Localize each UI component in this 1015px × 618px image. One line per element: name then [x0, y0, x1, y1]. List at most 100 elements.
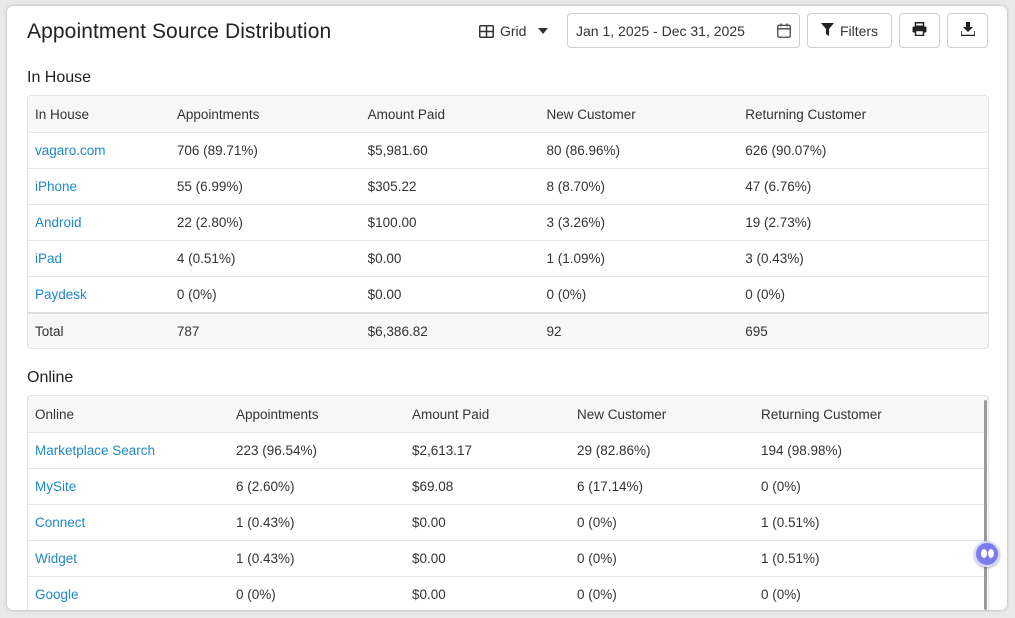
table-row: iPhone 55 (6.99%) $305.22 8 (8.70%) 47 (… [28, 168, 988, 204]
view-toggle[interactable]: Grid [479, 21, 549, 41]
total-label: Total [35, 323, 64, 339]
table-header-row: In House Appointments Amount Paid New Cu… [28, 96, 988, 132]
table-cell: 1 (0.43%) [236, 515, 295, 530]
table-cell: 47 (6.76%) [745, 179, 812, 194]
table-cell: $0.00 [367, 287, 402, 302]
filters-label: Filters [839, 22, 879, 39]
total-cell: $6,386.82 [367, 323, 428, 339]
source-link-paydesk[interactable]: Paydesk [35, 287, 87, 302]
table-cell: 55 (6.99%) [176, 179, 243, 194]
column-header: Returning Customer [761, 406, 882, 422]
calendar-icon[interactable] [777, 23, 791, 41]
source-link-vagaro[interactable]: vagaro.com [35, 143, 106, 158]
in-house-table: In House Appointments Amount Paid New Cu… [27, 95, 989, 349]
table-cell: 0 (0%) [577, 515, 617, 530]
download-icon [959, 22, 976, 39]
total-cell: 695 [745, 323, 768, 339]
table-row: Widget 1 (0.43%) $0.00 0 (0%) 1 (0.51%) [28, 540, 988, 576]
column-header: New Customer [546, 106, 636, 122]
table-total-row: Total 787 $6,386.82 92 695 [28, 312, 988, 348]
source-link-iphone[interactable]: iPhone [35, 179, 78, 194]
table-cell: $0.00 [412, 587, 446, 602]
table-cell: 223 (96.54%) [236, 443, 318, 458]
page-title: Appointment Source Distribution [27, 20, 332, 43]
caret-down-icon [538, 28, 549, 34]
source-link-widget[interactable]: Widget [35, 551, 78, 566]
view-label: Grid [500, 23, 527, 39]
column-header: Amount Paid [367, 106, 445, 122]
column-header: Appointments [176, 106, 260, 122]
online-section-title: Online [27, 369, 74, 386]
printer-icon [912, 22, 927, 39]
table-cell: 3 (3.26%) [546, 215, 605, 230]
date-range-value: Jan 1, 2025 - Dec 31, 2025 [576, 22, 745, 39]
table-cell: $5,981.60 [367, 143, 428, 158]
online-table: Online Appointments Amount Paid New Cust… [27, 395, 989, 610]
table-cell: 0 (0%) [745, 287, 786, 302]
table-cell: 0 (0%) [236, 587, 276, 602]
table-cell: 29 (82.86%) [577, 443, 651, 458]
source-link-connect[interactable]: Connect [35, 515, 86, 530]
table-cell: 1 (0.43%) [236, 551, 295, 566]
date-range-picker[interactable]: Jan 1, 2025 - Dec 31, 2025 [567, 13, 800, 48]
table-row: Google 0 (0%) $0.00 0 (0%) 0 (0%) [28, 576, 988, 610]
total-cell: 92 [546, 323, 562, 339]
table-cell: $2,613.17 [412, 443, 473, 458]
print-button[interactable] [899, 13, 940, 48]
table-cell: 1 (1.09%) [546, 251, 605, 266]
table-header-row: Online Appointments Amount Paid New Cust… [28, 396, 988, 432]
table-cell: 706 (89.71%) [176, 143, 258, 158]
table-cell: $69.08 [412, 479, 454, 494]
table-cell: 0 (0%) [546, 287, 587, 302]
vertical-scrollbar[interactable] [984, 400, 987, 610]
table-cell: 194 (98.98%) [761, 443, 843, 458]
column-header: Returning Customer [745, 106, 867, 122]
source-link-mysite[interactable]: MySite [35, 479, 77, 494]
table-cell: 6 (17.14%) [577, 479, 644, 494]
filters-button[interactable]: Filters [807, 13, 892, 48]
source-link-android[interactable]: Android [35, 215, 82, 230]
table-row: Connect 1 (0.43%) $0.00 0 (0%) 1 (0.51%) [28, 504, 988, 540]
table-cell: 626 (90.07%) [745, 143, 827, 158]
table-cell: 19 (2.73%) [745, 215, 812, 230]
table-cell: 22 (2.80%) [176, 215, 243, 230]
table-cell: 1 (0.51%) [761, 515, 820, 530]
download-button[interactable] [947, 13, 988, 48]
table-cell: $305.22 [367, 179, 417, 194]
table-cell: 0 (0%) [577, 551, 617, 566]
source-link-google[interactable]: Google [35, 587, 79, 602]
chat-assistant-icon[interactable] [974, 541, 1000, 567]
table-row: vagaro.com 706 (89.71%) $5,981.60 80 (86… [28, 132, 988, 168]
table-cell: $100.00 [367, 215, 417, 230]
table-cell: $0.00 [367, 251, 402, 266]
table-cell: 8 (8.70%) [546, 179, 605, 194]
report-card: Appointment Source Distribution Grid Jan… [7, 6, 1007, 610]
table-row: iPad 4 (0.51%) $0.00 1 (1.09%) 3 (0.43%) [28, 240, 988, 276]
table-cell: 4 (0.51%) [176, 251, 236, 266]
column-header: Amount Paid [412, 406, 490, 422]
filter-icon [820, 22, 834, 39]
table-cell: $0.00 [412, 515, 446, 530]
table-cell: 80 (86.96%) [546, 143, 621, 158]
column-header: Appointments [236, 406, 319, 422]
source-link-ipad[interactable]: iPad [35, 251, 63, 266]
table-cell: 6 (2.60%) [236, 479, 295, 494]
table-cell: $0.00 [412, 551, 446, 566]
total-cell: 787 [176, 323, 200, 339]
table-cell: 0 (0%) [577, 587, 617, 602]
table-cell: 1 (0.51%) [761, 551, 820, 566]
column-header: In House [35, 106, 90, 122]
table-row: Paydesk 0 (0%) $0.00 0 (0%) 0 (0%) [28, 276, 988, 312]
column-header: Online [35, 406, 75, 422]
table-cell: 0 (0%) [176, 287, 217, 302]
in-house-section-title: In House [27, 69, 92, 86]
source-link-marketplace-search[interactable]: Marketplace Search [35, 443, 156, 458]
grid-icon [479, 24, 494, 38]
table-cell: 0 (0%) [761, 587, 801, 602]
table-cell: 0 (0%) [761, 479, 801, 494]
column-header: New Customer [577, 406, 667, 422]
table-row: Android 22 (2.80%) $100.00 3 (3.26%) 19 … [28, 204, 988, 240]
table-row: MySite 6 (2.60%) $69.08 6 (17.14%) 0 (0%… [28, 468, 988, 504]
table-cell: 3 (0.43%) [745, 251, 804, 266]
table-row: Marketplace Search 223 (96.54%) $2,613.1… [28, 432, 988, 468]
